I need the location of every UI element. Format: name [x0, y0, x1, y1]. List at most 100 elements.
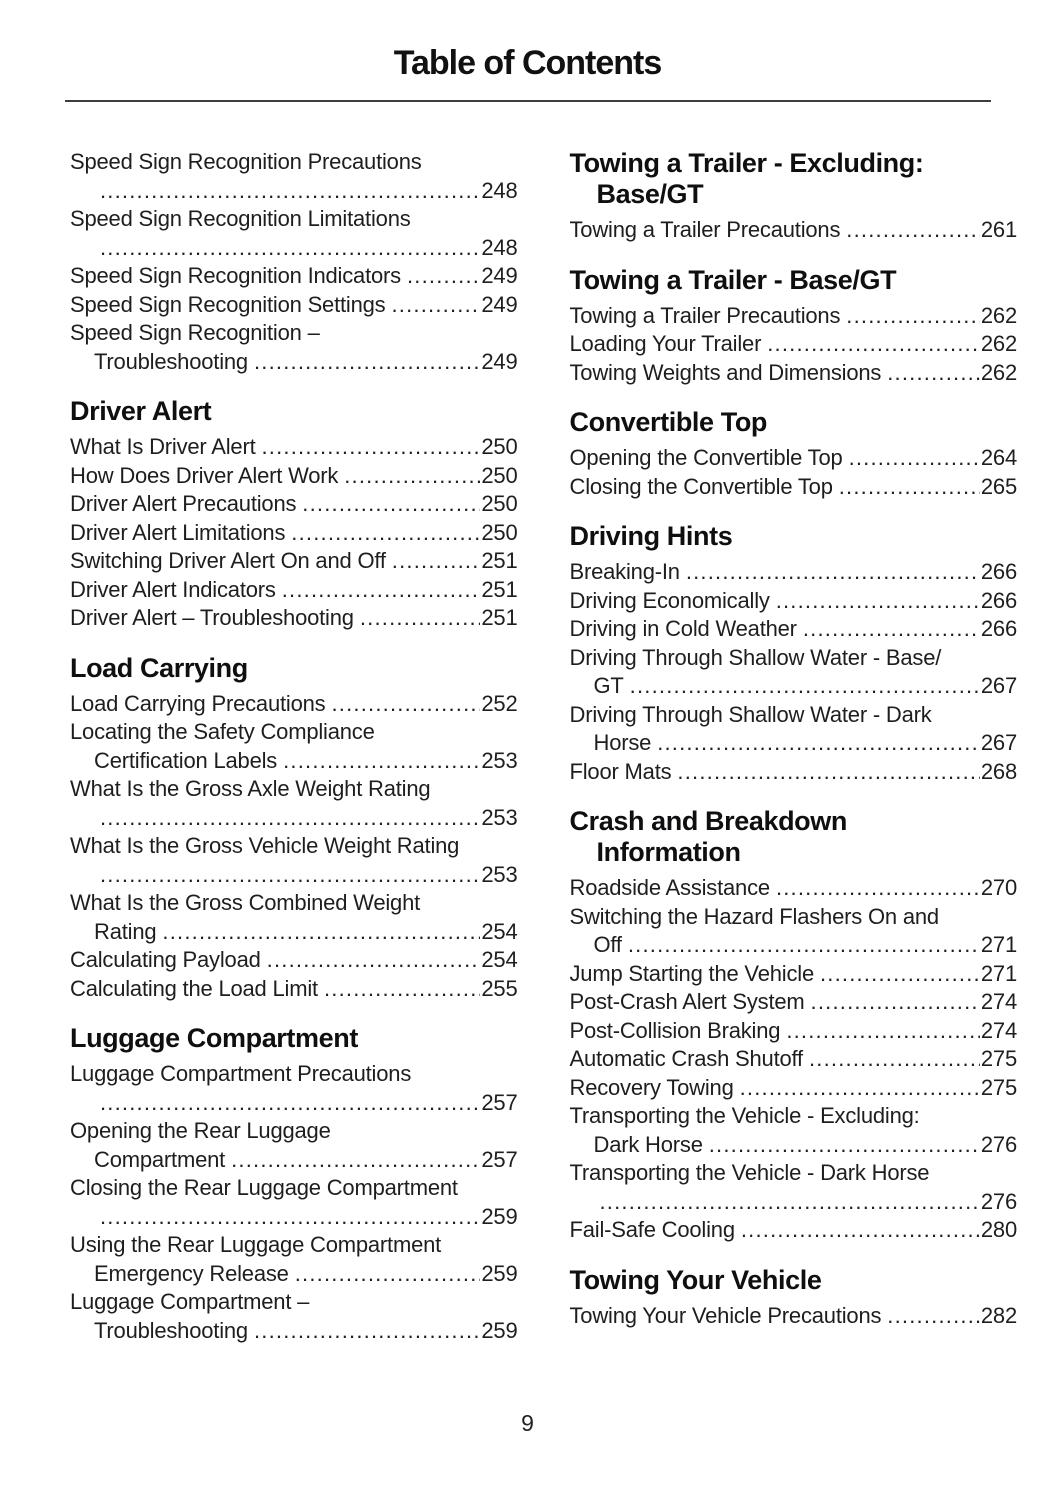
leader-dots — [331, 690, 480, 719]
leader-dots — [887, 359, 980, 388]
leader-dots — [391, 291, 480, 320]
entry-line: Post-Crash Alert System 274 — [570, 988, 1018, 1017]
leader-dots — [282, 576, 481, 605]
leader-dots — [295, 1260, 481, 1289]
toc-entry: Closing the Convertible Top 265 — [570, 473, 1018, 502]
leader-dots — [231, 1146, 480, 1175]
entry-line: Opening the Rear Luggage — [70, 1117, 518, 1146]
page-title: Table of Contents — [393, 44, 663, 82]
leader-dots — [628, 931, 980, 960]
entry-line: Calculating Payload 254 — [70, 946, 518, 975]
entry-title: Towing a Trailer Precautions — [569, 302, 841, 328]
entry-line: Towing a Trailer Precautions 262 — [570, 302, 1018, 331]
leader-dots — [767, 330, 980, 359]
entry-page-number: 248 — [481, 177, 518, 203]
entry-title: Load Carrying Precautions — [70, 690, 326, 716]
toc-entry: What Is the Gross Combined Weight Rating 2… — [70, 889, 518, 946]
entry-title: Luggage Compartment – — [70, 1289, 310, 1314]
entry-title: Driving Through Shallow Water - Base/ — [569, 644, 942, 670]
entry-line: Luggage Compartment – — [70, 1288, 518, 1317]
entry-page-number: 270 — [980, 875, 1017, 900]
toc-entry: What Is the Gross Vehicle Weight Rating 2… — [70, 832, 518, 889]
section-heading: Driver Alert — [70, 396, 518, 427]
toc-entry: Towing Your Vehicle Precautions 282 — [570, 1302, 1018, 1331]
entry-line: Driver Alert Precautions 250 — [70, 490, 518, 519]
entry-title: Towing a Trailer Precautions — [569, 217, 841, 242]
entry-line: Switching the Hazard Flashers On and — [570, 903, 1018, 932]
toc-entry: Driving Economically 266 — [570, 587, 1018, 616]
entry-title: Dark Horse — [593, 1131, 703, 1157]
entry-title: Jump Starting the Vehicle — [569, 960, 815, 986]
section-heading-line: Crash and Breakdown — [569, 806, 848, 836]
section-heading-line: Base/GT — [596, 179, 704, 209]
section-heading: Load Carrying — [70, 653, 518, 684]
entry-page-number: 262 — [980, 331, 1017, 356]
toc-entry: Switching Driver Alert On and Off 251 — [70, 547, 518, 576]
entry-line: Luggage Compartment Precautions — [70, 1060, 518, 1089]
entry-line: Driver Alert Limitations 250 — [70, 519, 518, 548]
toc-entry: Driving in Cold Weather 266 — [570, 615, 1018, 644]
entry-title: Locating the Safety Compliance — [70, 719, 375, 744]
entry-page-number: 266 — [980, 616, 1017, 641]
entry-title: Certification Labels — [94, 747, 278, 773]
section-heading-line: Luggage Compartment — [70, 1023, 358, 1053]
entry-line: Recovery Towing 275 — [570, 1074, 1018, 1103]
entry-title: Driver Alert Indicators — [70, 576, 276, 602]
entry-page-number: 251 — [481, 605, 518, 630]
entry-line: Troubleshooting 259 — [70, 1317, 518, 1346]
leader-dots — [820, 960, 980, 989]
toc-entry: Driving Through Shallow Water - Dark Hors… — [570, 701, 1018, 758]
entry-page-number: 282 — [980, 1302, 1017, 1328]
section-heading-line: Information — [596, 837, 741, 867]
entry-line: What Is Driver Alert 250 — [70, 433, 518, 462]
entry-title: Recovery Towing — [569, 1074, 734, 1100]
toc-entry: Towing Weights and Dimensions 262 — [570, 359, 1018, 388]
entry-line: Speed Sign Recognition – — [70, 319, 518, 348]
entry-line: Driver Alert – Troubleshooting 251 — [70, 604, 518, 633]
leader-dots — [786, 1017, 980, 1046]
entry-page-number: 257 — [481, 1146, 518, 1172]
entry-title: Driver Alert Precautions — [70, 491, 297, 516]
entry-page-number: 267 — [980, 730, 1017, 755]
entry-page-number: 259 — [481, 1260, 518, 1286]
leader-dots — [849, 444, 980, 473]
leader-dots — [100, 177, 480, 206]
entry-line: Roadside Assistance 270 — [570, 874, 1018, 903]
toc-entry: Driver Alert – Troubleshooting 251 — [70, 604, 518, 633]
leader-dots — [803, 615, 980, 644]
leader-dots — [291, 519, 480, 548]
entry-line: Load Carrying Precautions 252 — [70, 690, 518, 719]
entry-line: Transporting the Vehicle - Excluding: — [570, 1102, 1018, 1131]
leader-dots — [344, 462, 480, 491]
toc-section: Towing Your Vehicle Towing Your Vehicle P… — [570, 1265, 1018, 1331]
entry-line: Towing Your Vehicle Precautions 282 — [570, 1302, 1018, 1331]
leader-dots — [100, 804, 480, 833]
entry-page-number: 249 — [481, 348, 518, 374]
toc-column-left: Speed Sign Recognition Precautions248Spe… — [70, 148, 518, 1345]
toc-columns: Speed Sign Recognition Precautions248Spe… — [0, 102, 1055, 1345]
leader-dots — [283, 747, 480, 776]
entry-line: Certification Labels 253 — [70, 747, 518, 776]
toc-entry: Speed Sign Recognition – Troubleshooting 2… — [70, 319, 518, 376]
entry-title: Driver Alert Limitations — [70, 519, 286, 545]
leader-dots — [407, 262, 480, 291]
leader-dots — [741, 1216, 980, 1245]
leader-dots — [100, 861, 480, 890]
toc-entry: Luggage Compartment Precautions 257 — [70, 1060, 518, 1117]
toc-entry: Breaking-In 266 — [570, 558, 1018, 587]
entry-title: Opening the Convertible Top — [569, 445, 843, 470]
section-heading-line: Convertible Top — [569, 407, 768, 437]
leader-dots — [686, 558, 980, 587]
entry-line: 253 — [70, 861, 517, 890]
leader-dots — [657, 729, 980, 758]
leader-dots — [809, 1045, 980, 1074]
entry-title: Speed Sign Recognition Limitations — [70, 206, 411, 231]
entry-line: Emergency Release 259 — [70, 1260, 518, 1289]
entry-page-number: 266 — [980, 559, 1017, 584]
entry-title: Towing Your Vehicle Precautions — [569, 1302, 882, 1328]
leader-dots — [846, 302, 980, 331]
entry-page-number: 266 — [980, 587, 1017, 613]
entry-page-number: 251 — [481, 548, 518, 573]
